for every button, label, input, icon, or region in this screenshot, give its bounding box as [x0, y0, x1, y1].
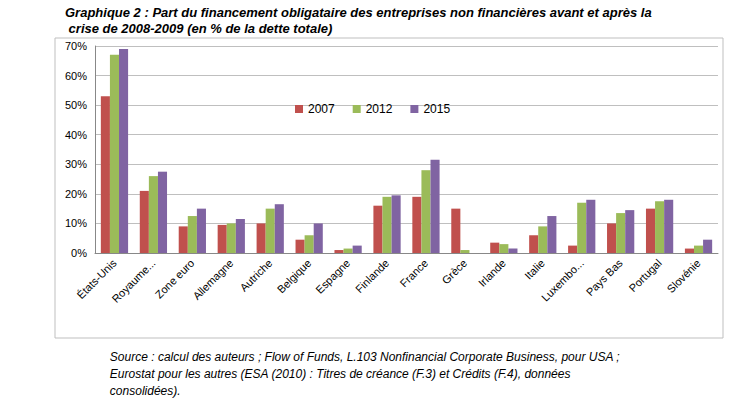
svg-text:France: France: [398, 257, 431, 290]
svg-text:consolidées).: consolidées).: [110, 384, 181, 398]
svg-text:2007: 2007: [308, 102, 335, 116]
svg-text:Finlande: Finlande: [353, 257, 391, 295]
svg-text:Source : calcul des auteurs ;: Source : calcul des auteurs ; Flow of Fu…: [110, 350, 620, 364]
svg-text:Italie: Italie: [522, 257, 547, 282]
svg-text:30%: 30%: [65, 158, 87, 170]
svg-text:Royaume...: Royaume...: [109, 257, 157, 305]
svg-text:50%: 50%: [65, 99, 87, 111]
svg-text:70%: 70%: [65, 40, 87, 52]
svg-text:Autriche: Autriche: [237, 257, 274, 294]
svg-text:20%: 20%: [65, 188, 87, 200]
svg-text:40%: 40%: [65, 129, 87, 141]
svg-text:Espagne: Espagne: [313, 257, 352, 296]
svg-text:Irlande: Irlande: [476, 257, 508, 289]
svg-text:Slovénie: Slovénie: [664, 257, 702, 295]
svg-text:Eurostat pour les autres (ESA: Eurostat pour les autres (ESA (2010) : T…: [110, 367, 571, 381]
svg-text:Zone euro: Zone euro: [152, 256, 197, 301]
svg-text:2012: 2012: [366, 102, 393, 116]
svg-text:Grèce: Grèce: [440, 257, 470, 287]
svg-text:0%: 0%: [71, 247, 87, 259]
svg-text:Pays Bas: Pays Bas: [584, 256, 626, 298]
svg-text:Portugal: Portugal: [626, 257, 663, 294]
svg-text:10%: 10%: [65, 217, 87, 229]
svg-text:Graphique 2 : Part du financem: Graphique 2 : Part du financement obliga…: [65, 5, 652, 20]
svg-text:États-Unis: États-Unis: [74, 256, 119, 302]
svg-text:Allemagne: Allemagne: [190, 257, 235, 302]
svg-text:Luxembo...: Luxembo...: [539, 257, 586, 304]
svg-text:crise de 2008-2009 (en % de la: crise de 2008-2009 (en % de la dette tot…: [65, 21, 332, 36]
svg-text:Belgique: Belgique: [275, 257, 314, 296]
svg-text:60%: 60%: [65, 70, 87, 82]
svg-text:2015: 2015: [423, 102, 450, 116]
